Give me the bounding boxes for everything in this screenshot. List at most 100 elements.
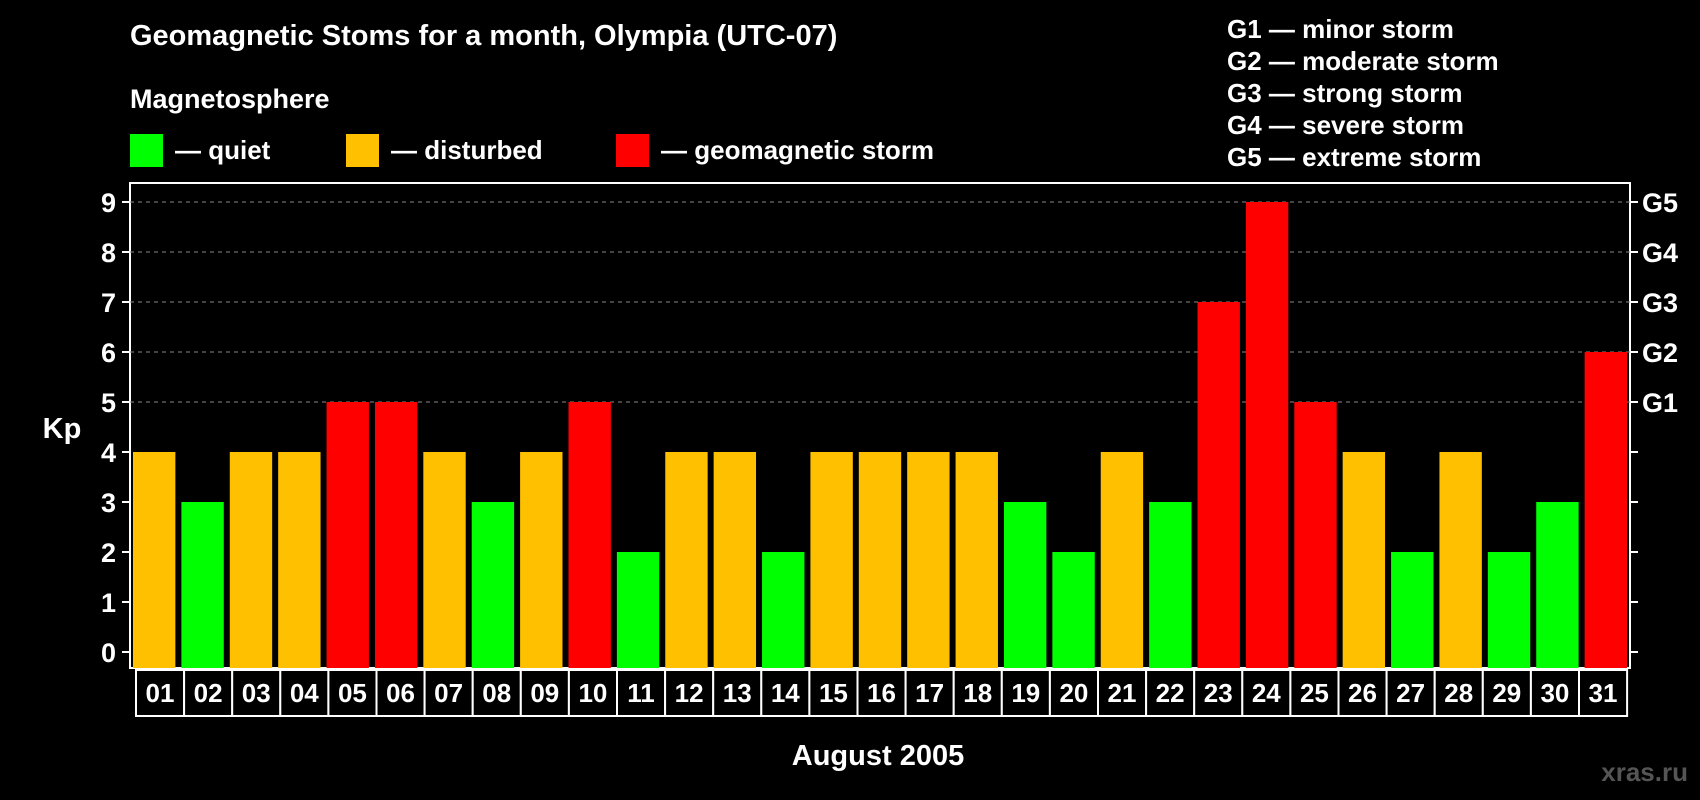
day-label-box (1000, 669, 1051, 717)
right-axis-label: G5 (1642, 188, 1678, 218)
x-tick-label: 23 (1204, 678, 1233, 708)
bar-day-30 (1536, 502, 1579, 668)
bar-day-28 (1439, 452, 1482, 668)
legend-label-quiet: — quiet (175, 135, 271, 165)
y-tick-label: 1 (101, 588, 116, 618)
y-tick-label: 0 (101, 638, 116, 668)
g-scale-g1: G1 — minor storm (1227, 14, 1454, 44)
bar-day-19 (1003, 502, 1047, 668)
x-tick-label: 02 (194, 678, 223, 708)
day-label-box (664, 669, 715, 717)
x-tick-label: 10 (578, 678, 607, 708)
legend-swatch-quiet (130, 134, 163, 167)
day-label-box (904, 669, 955, 717)
bar-day-07 (423, 452, 466, 668)
bar-day-29 (1487, 552, 1531, 668)
x-tick-label: 28 (1444, 678, 1473, 708)
x-tick-label: 30 (1540, 678, 1569, 708)
g-scale-g3: G3 — strong storm (1227, 78, 1463, 108)
legend-item-disturbed: — disturbed (346, 134, 543, 167)
x-tick-label: 27 (1396, 678, 1425, 708)
x-tick-label: 11 (627, 678, 655, 708)
chart-title: Geomagnetic Stoms for a month, Olympia (… (130, 20, 838, 52)
y-tick-label: 3 (101, 488, 116, 518)
x-tick-label: 19 (1011, 678, 1040, 708)
right-axis-label: G1 (1642, 388, 1678, 418)
bar-day-25 (1294, 402, 1337, 668)
watermark: xras.ru (1601, 757, 1688, 787)
x-tick-label: 15 (819, 678, 848, 708)
legend-heading: Magnetosphere (130, 84, 330, 114)
y-tick-label: 9 (101, 188, 116, 218)
y-tick-label: 8 (101, 238, 116, 268)
bar-day-13 (713, 452, 757, 668)
bar-day-17 (907, 452, 950, 668)
bar-day-27 (1391, 552, 1434, 668)
bar-day-23 (1197, 302, 1240, 668)
x-tick-label: 18 (963, 678, 992, 708)
day-label-box (135, 669, 186, 717)
day-label-box (856, 669, 907, 717)
day-label-box (519, 669, 570, 717)
x-tick-label: 25 (1300, 678, 1329, 708)
g-scale-g4: G4 — severe storm (1227, 110, 1465, 140)
x-tick-label: 09 (530, 678, 559, 708)
bar-day-15 (810, 452, 853, 668)
bar-day-18 (955, 452, 998, 668)
y-axis-label: Kp (43, 413, 82, 445)
x-tick-label: 16 (867, 678, 896, 708)
x-tick-label: 26 (1348, 678, 1377, 708)
x-tick-label: 21 (1108, 678, 1137, 708)
g-scale-g2: G2 — moderate storm (1227, 46, 1499, 76)
x-axis-label: August 2005 (792, 740, 964, 772)
bar-day-31 (1584, 352, 1627, 668)
bar-day-26 (1342, 452, 1386, 668)
x-tick-label: 01 (146, 678, 175, 708)
legend-item-storm: — geomagnetic storm (616, 134, 934, 167)
x-tick-label: 20 (1059, 678, 1088, 708)
bar-day-10 (568, 402, 611, 668)
day-label-box (1289, 669, 1340, 717)
x-tick-label: 17 (915, 678, 944, 708)
x-tick-label: 04 (290, 678, 319, 708)
bar-day-16 (858, 452, 902, 668)
y-tick-label: 2 (101, 538, 116, 568)
legend-label-storm: — geomagnetic storm (661, 135, 935, 165)
right-axis-label: G2 (1642, 338, 1678, 368)
day-label-box (183, 669, 234, 717)
day-label-box (1097, 669, 1148, 717)
day-label-box (567, 669, 619, 717)
y-tick-label: 6 (101, 338, 116, 368)
bar-day-01 (133, 452, 176, 668)
x-tick-label: 03 (242, 678, 271, 708)
legend-swatch-disturbed (346, 134, 379, 167)
day-label-box (1578, 669, 1629, 717)
day-label-box (1385, 669, 1436, 717)
day-label-box (423, 669, 474, 717)
right-axis-label: G4 (1642, 238, 1678, 268)
x-tick-label: 22 (1156, 678, 1185, 708)
x-tick-label: 07 (434, 678, 463, 708)
x-tick-label: 08 (482, 678, 511, 708)
day-label-box (327, 669, 378, 717)
x-tick-label: 31 (1589, 678, 1618, 708)
day-label-box (1481, 669, 1532, 717)
bar-day-20 (1052, 552, 1095, 668)
legend-swatch-storm (616, 134, 649, 167)
x-tick-label: 06 (386, 678, 415, 708)
bar-day-09 (520, 452, 563, 668)
day-label-box (616, 669, 667, 717)
x-tick-label: 24 (1252, 678, 1281, 708)
x-tick-label: 05 (338, 678, 367, 708)
y-tick-label: 5 (101, 388, 116, 418)
y-tick-label: 7 (101, 288, 116, 318)
bar-day-03 (229, 452, 273, 668)
bar-day-04 (278, 452, 321, 668)
bar-day-08 (471, 502, 515, 668)
day-label-box (1193, 669, 1244, 717)
x-tick-label: 13 (723, 678, 752, 708)
bar-day-14 (762, 552, 805, 668)
x-tick-label: 12 (675, 678, 704, 708)
bar-day-21 (1100, 452, 1144, 668)
